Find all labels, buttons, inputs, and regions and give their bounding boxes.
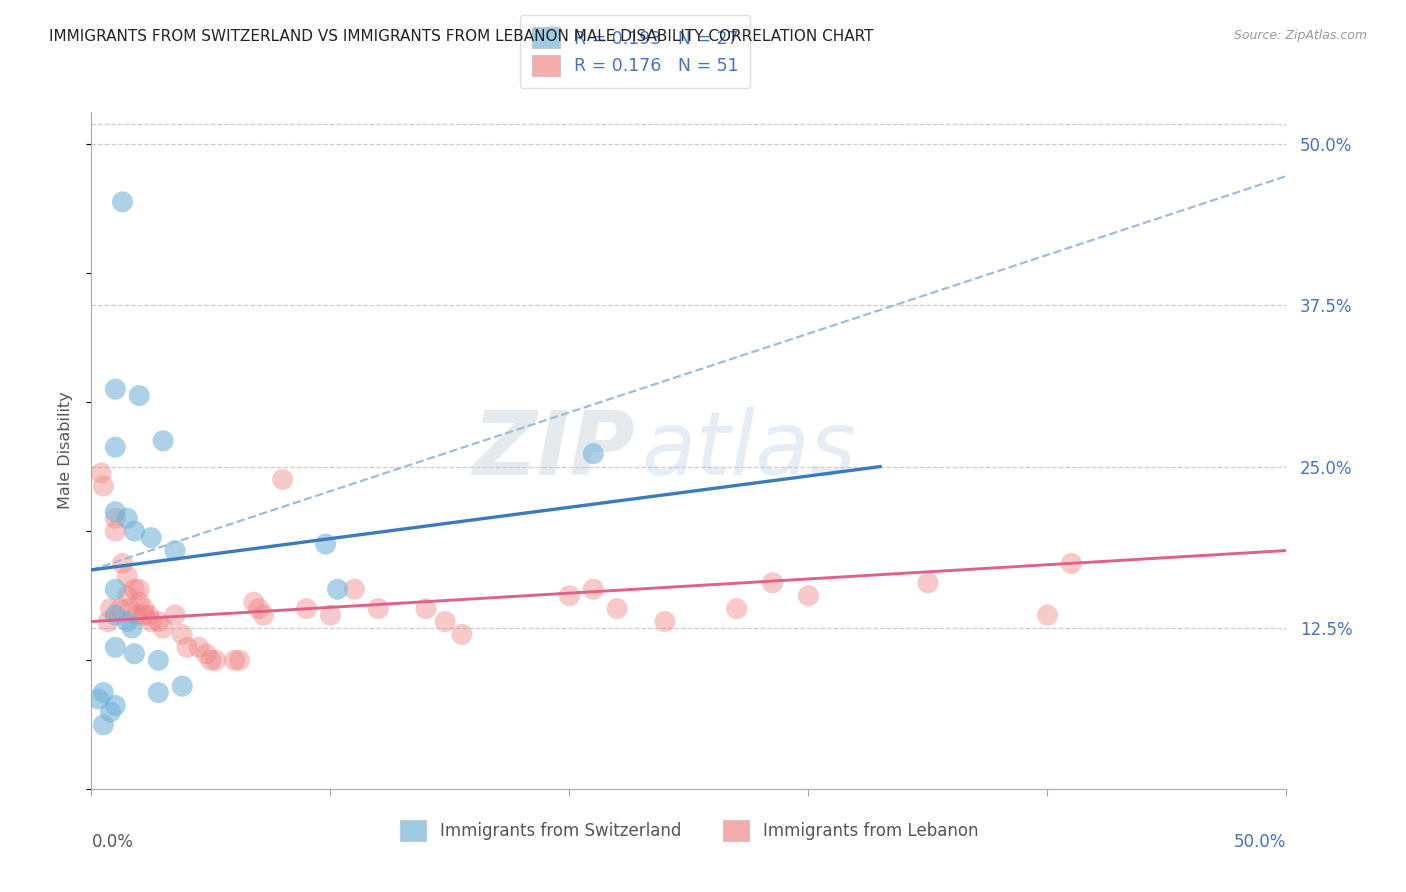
Point xyxy=(187,640,211,655)
Text: 0.0%: 0.0% xyxy=(91,833,134,852)
Point xyxy=(128,582,150,597)
Point xyxy=(797,589,820,603)
Point xyxy=(761,575,783,590)
Point xyxy=(172,679,194,693)
Point xyxy=(172,627,194,641)
Point xyxy=(138,608,160,623)
Point xyxy=(163,543,186,558)
Point xyxy=(132,608,155,623)
Point xyxy=(93,718,114,732)
Point xyxy=(558,589,581,603)
Point xyxy=(152,621,174,635)
Point xyxy=(104,698,127,713)
Point xyxy=(917,575,939,590)
Point xyxy=(104,524,127,538)
Point xyxy=(128,388,150,402)
Point xyxy=(115,589,138,603)
Point xyxy=(148,685,170,699)
Point xyxy=(434,615,457,629)
Point xyxy=(367,601,389,615)
Point xyxy=(243,595,266,609)
Point xyxy=(100,601,122,615)
Point xyxy=(87,692,110,706)
Y-axis label: Male Disability: Male Disability xyxy=(58,392,73,509)
Text: atlas: atlas xyxy=(641,408,856,493)
Point xyxy=(295,601,318,615)
Point xyxy=(247,601,270,615)
Point xyxy=(415,601,437,615)
Point xyxy=(450,627,472,641)
Point xyxy=(121,621,143,635)
Point xyxy=(104,382,127,396)
Point xyxy=(163,608,186,623)
Point xyxy=(148,615,170,629)
Point xyxy=(224,653,246,667)
Text: Source: ZipAtlas.com: Source: ZipAtlas.com xyxy=(1233,29,1367,42)
Point xyxy=(118,601,141,615)
Point xyxy=(97,615,120,629)
Point xyxy=(128,595,150,609)
Point xyxy=(176,640,198,655)
Point xyxy=(90,466,112,480)
Point xyxy=(271,473,294,487)
Point xyxy=(104,505,127,519)
Point xyxy=(1060,557,1083,571)
Point xyxy=(152,434,174,448)
Text: ZIP: ZIP xyxy=(472,407,636,494)
Point xyxy=(141,531,162,545)
Point xyxy=(315,537,337,551)
Point xyxy=(228,653,250,667)
Point xyxy=(124,524,146,538)
Point xyxy=(115,511,138,525)
Point xyxy=(319,608,342,623)
Point xyxy=(195,647,218,661)
Point xyxy=(654,615,676,629)
Text: IMMIGRANTS FROM SWITZERLAND VS IMMIGRANTS FROM LEBANON MALE DISABILITY CORRELATI: IMMIGRANTS FROM SWITZERLAND VS IMMIGRANT… xyxy=(49,29,873,44)
Point xyxy=(343,582,366,597)
Point xyxy=(252,608,274,623)
Point xyxy=(124,582,146,597)
Point xyxy=(108,601,131,615)
Point xyxy=(100,705,122,719)
Point xyxy=(115,615,138,629)
Point xyxy=(606,601,628,615)
Point xyxy=(1036,608,1059,623)
Point xyxy=(204,653,226,667)
Point xyxy=(115,569,138,583)
Text: 50.0%: 50.0% xyxy=(1234,833,1286,852)
Point xyxy=(104,582,127,597)
Point xyxy=(93,479,114,493)
Point xyxy=(326,582,349,597)
Point xyxy=(124,647,146,661)
Point xyxy=(104,440,127,454)
Point xyxy=(582,582,605,597)
Point xyxy=(104,511,127,525)
Point xyxy=(200,653,222,667)
Point xyxy=(104,608,127,623)
Point xyxy=(148,653,170,667)
Point xyxy=(111,557,134,571)
Point xyxy=(132,601,155,615)
Point xyxy=(582,447,605,461)
Point xyxy=(725,601,748,615)
Legend: Immigrants from Switzerland, Immigrants from Lebanon: Immigrants from Switzerland, Immigrants … xyxy=(388,809,990,852)
Point xyxy=(125,608,148,623)
Point xyxy=(93,685,114,699)
Point xyxy=(141,615,162,629)
Point xyxy=(104,640,127,655)
Point xyxy=(111,194,134,209)
